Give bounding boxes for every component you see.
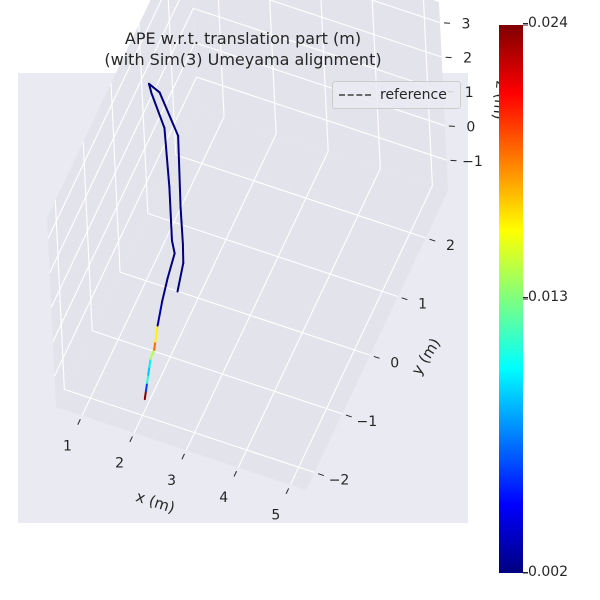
trajectory-segment [150, 92, 166, 129]
trajectory-segment [149, 348, 156, 360]
trajectory-segment [163, 126, 171, 189]
y-tick-label: 1 [418, 297, 427, 313]
grid-line [194, 42, 446, 127]
grid-line [370, 0, 441, 24]
y-tick [373, 355, 380, 359]
grid-line [196, 76, 447, 161]
y-tick [345, 414, 352, 418]
legend-dashed-line-icon [339, 94, 371, 96]
grid-line [81, 116, 225, 416]
x-tick [129, 436, 133, 443]
grid-line [133, 133, 277, 434]
z-tick-label: 2 [463, 51, 472, 67]
floor-pane [56, 108, 448, 490]
z-tick-label: −1 [462, 154, 483, 170]
trajectory-segment [148, 357, 152, 368]
grid-line [289, 185, 433, 486]
x-tick-label: 5 [271, 508, 280, 524]
grid-line [54, 76, 198, 377]
trajectory-segment [176, 261, 185, 293]
y-tick-label: 2 [446, 238, 455, 254]
trajectory [143, 82, 185, 401]
trajectory-segment [143, 390, 147, 401]
grid-line [237, 168, 381, 468]
trajectory-segment [158, 91, 180, 137]
y-tick [401, 297, 408, 301]
trajectory-segment [147, 82, 161, 94]
trajectory-segment [153, 340, 157, 351]
trajectory-segment [154, 324, 159, 343]
trajectory-segment [161, 277, 169, 303]
z-tick-label: 1 [465, 85, 474, 101]
x-tick-label: 2 [115, 456, 124, 472]
x-tick-label: 3 [167, 473, 176, 489]
colorbar-tick-label: 0.002 [523, 564, 600, 580]
y-tick-label: 0 [390, 355, 399, 371]
y-tick-label: −1 [357, 414, 378, 430]
grid-line [175, 154, 426, 239]
x-tick-label: 1 [63, 438, 72, 454]
grid-line [185, 150, 329, 451]
trajectory-segment [144, 382, 149, 393]
grid-line [52, 42, 196, 342]
grid-line [92, 330, 343, 415]
colorbar-tick-label: 0.013 [523, 289, 600, 305]
colorbar [499, 25, 523, 573]
legend[interactable]: reference [332, 81, 461, 109]
chart-title: APE w.r.t. translation part (m) [124, 29, 362, 48]
trajectory-segment [147, 365, 151, 376]
x-tick [285, 488, 290, 495]
x-tick [233, 470, 238, 477]
back-wall-pane [192, 0, 448, 191]
z-tick-label: 3 [461, 16, 470, 32]
trajectory-segment [156, 300, 164, 327]
trajectory-segment [168, 186, 173, 242]
grid-line [50, 8, 194, 308]
trajectory-segment [146, 373, 150, 385]
grid-line [193, 7, 444, 92]
z-tick-label: 0 [466, 119, 475, 135]
grid-line [119, 271, 371, 356]
grid-line [268, 0, 442, 58]
grid-line [47, 0, 162, 239]
grid-line [64, 388, 315, 473]
x-tick [181, 453, 185, 460]
x-tick [77, 419, 81, 425]
trajectory-segment [166, 252, 176, 280]
trajectory-segment [179, 206, 184, 246]
x-tick-label: 4 [219, 490, 228, 506]
y-tick [317, 473, 325, 477]
y-tick-label: −2 [329, 473, 350, 489]
grid-line [49, 0, 180, 274]
chart-subtitle: (with Sim(3) Umeyama alignment) [104, 50, 382, 69]
trajectory-segment [177, 134, 182, 209]
legend-label: reference [380, 87, 447, 103]
left-wall-pane [47, 0, 198, 407]
y-tick [429, 238, 436, 242]
axes-panes [47, 0, 448, 490]
colorbar-tick-label: 0.024 [523, 15, 600, 31]
grid-lines [47, 0, 447, 486]
grid-line [147, 213, 399, 298]
trajectory-segment [170, 239, 176, 255]
